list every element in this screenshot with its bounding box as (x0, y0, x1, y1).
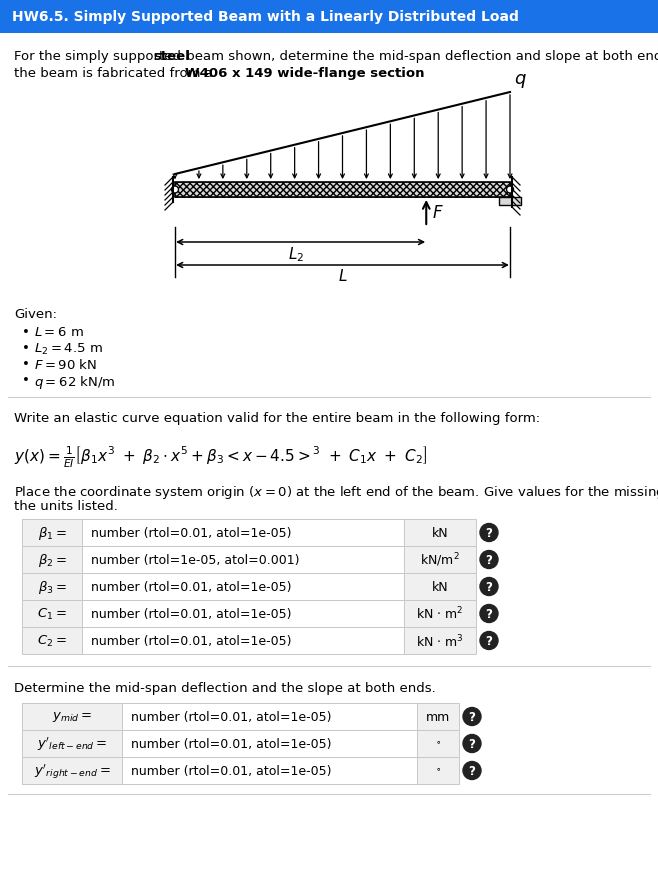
Bar (122, 703, 417, 731)
Bar (417, 731, 459, 757)
Circle shape (172, 187, 178, 194)
Bar (22, 703, 122, 731)
Bar (22, 627, 82, 654)
Text: •: • (22, 374, 30, 387)
Text: $q$: $q$ (514, 72, 527, 90)
Text: •: • (22, 358, 30, 371)
Text: $\beta_3 =$: $\beta_3 =$ (38, 578, 66, 595)
Text: $L$: $L$ (338, 267, 347, 283)
Text: $L = 6$ m: $L = 6$ m (34, 325, 84, 339)
Text: kN $\cdot$ m$^2$: kN $\cdot$ m$^2$ (417, 605, 464, 622)
Bar (404, 574, 476, 601)
Text: Determine the mid-span deflection and the slope at both ends.: Determine the mid-span deflection and th… (14, 681, 436, 695)
Text: $C_2 =$: $C_2 =$ (37, 633, 67, 648)
Text: ?: ? (468, 710, 476, 724)
Text: ?: ? (486, 634, 492, 647)
Text: •: • (22, 325, 30, 339)
Bar (22, 574, 82, 601)
Bar (404, 519, 476, 546)
Circle shape (463, 708, 481, 725)
Bar (82, 519, 404, 546)
Bar (82, 627, 404, 654)
Text: $^{\circ}$: $^{\circ}$ (435, 738, 441, 750)
Bar (22, 731, 122, 757)
Text: ?: ? (486, 526, 492, 539)
Text: number (rtol=0.01, atol=1e-05): number (rtol=0.01, atol=1e-05) (131, 764, 332, 777)
Text: $^{\circ}$: $^{\circ}$ (435, 764, 441, 777)
Text: kN/m$^2$: kN/m$^2$ (420, 551, 460, 568)
Bar (175, 182, 510, 198)
Circle shape (480, 551, 498, 569)
Text: $F = 90$ kN: $F = 90$ kN (34, 358, 97, 372)
Text: .: . (399, 67, 403, 80)
Text: $L_2$: $L_2$ (288, 245, 304, 263)
Text: number (rtol=1e-05, atol=0.001): number (rtol=1e-05, atol=0.001) (91, 553, 299, 567)
Text: $y'_{right-end} =$: $y'_{right-end} =$ (34, 761, 111, 780)
Bar (22, 601, 82, 627)
Text: kN: kN (432, 581, 448, 594)
Text: number (rtol=0.01, atol=1e-05): number (rtol=0.01, atol=1e-05) (91, 526, 291, 539)
Text: Place the coordinate system origin ($x = 0$) at the left end of the beam. Give v: Place the coordinate system origin ($x =… (14, 483, 658, 501)
Text: $y'_{left-end} =$: $y'_{left-end} =$ (37, 735, 107, 752)
Bar (404, 546, 476, 574)
Text: $\beta_1 =$: $\beta_1 =$ (38, 524, 66, 541)
Text: number (rtol=0.01, atol=1e-05): number (rtol=0.01, atol=1e-05) (91, 607, 291, 620)
Bar (22, 546, 82, 574)
Text: W406 x 149 wide-flange section: W406 x 149 wide-flange section (185, 67, 424, 80)
Text: steel: steel (153, 50, 190, 63)
Bar (175, 182, 510, 198)
Bar (404, 627, 476, 654)
Text: ?: ? (486, 581, 492, 594)
Text: $y(x) = \frac{1}{EI}\left[\beta_1 x^3\ +\ \beta_2 \cdot x^5 + \beta_3 < x - 4.5 : $y(x) = \frac{1}{EI}\left[\beta_1 x^3\ +… (14, 444, 427, 469)
Text: •: • (22, 342, 30, 354)
Bar (82, 574, 404, 601)
Bar (499, 198, 521, 206)
Circle shape (507, 187, 513, 194)
Text: the beam is fabricated from a: the beam is fabricated from a (14, 67, 217, 80)
Text: $q = 62$ kN/m: $q = 62$ kN/m (34, 374, 116, 390)
Text: $y_{mid} =$: $y_{mid} =$ (52, 709, 92, 724)
Text: kN: kN (432, 526, 448, 539)
Text: Write an elastic curve equation valid for the entire beam in the following form:: Write an elastic curve equation valid fo… (14, 411, 540, 424)
Text: number (rtol=0.01, atol=1e-05): number (rtol=0.01, atol=1e-05) (131, 738, 332, 750)
Bar (22, 519, 82, 546)
Bar (22, 757, 122, 784)
Text: kN $\cdot$ m$^3$: kN $\cdot$ m$^3$ (416, 632, 464, 649)
Circle shape (480, 578, 498, 595)
Bar (0, 0, 658, 34)
Bar (417, 757, 459, 784)
Text: HW6.5. Simply Supported Beam with a Linearly Distributed Load: HW6.5. Simply Supported Beam with a Line… (12, 10, 519, 24)
Bar (122, 731, 417, 757)
Text: For the simply supported: For the simply supported (14, 50, 186, 63)
Text: the units listed.: the units listed. (14, 499, 118, 512)
Text: number (rtol=0.01, atol=1e-05): number (rtol=0.01, atol=1e-05) (91, 634, 291, 647)
Text: ?: ? (486, 553, 492, 567)
Circle shape (480, 524, 498, 542)
Circle shape (480, 631, 498, 650)
Bar (82, 601, 404, 627)
Bar (404, 601, 476, 627)
Text: ?: ? (468, 764, 476, 777)
Text: Given:: Given: (14, 308, 57, 321)
Text: $C_1 =$: $C_1 =$ (37, 606, 67, 621)
Text: beam shown, determine the mid-span deflection and slope at both ends if: beam shown, determine the mid-span defle… (182, 50, 658, 63)
Text: number (rtol=0.01, atol=1e-05): number (rtol=0.01, atol=1e-05) (91, 581, 291, 594)
Text: number (rtol=0.01, atol=1e-05): number (rtol=0.01, atol=1e-05) (131, 710, 332, 724)
Bar (122, 757, 417, 784)
Circle shape (463, 735, 481, 752)
Text: ?: ? (486, 607, 492, 620)
Bar (82, 546, 404, 574)
Bar (417, 703, 459, 731)
Circle shape (463, 761, 481, 780)
Text: $L_2 = 4.5$ m: $L_2 = 4.5$ m (34, 342, 103, 357)
Text: mm: mm (426, 710, 450, 724)
Text: ?: ? (468, 738, 476, 750)
Circle shape (480, 605, 498, 623)
Text: $F$: $F$ (432, 203, 444, 222)
Text: $\beta_2 =$: $\beta_2 =$ (38, 552, 66, 568)
